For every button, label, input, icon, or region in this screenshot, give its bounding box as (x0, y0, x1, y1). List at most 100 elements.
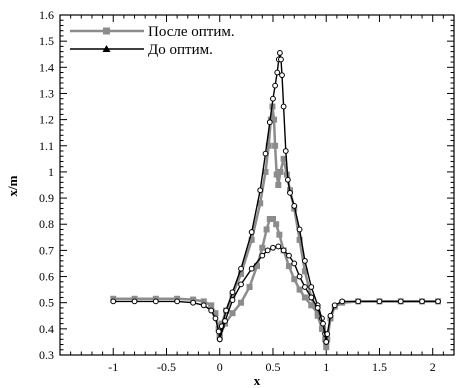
data-point (152, 298, 159, 305)
data-point (229, 310, 236, 317)
data-point (308, 302, 315, 309)
data-point (280, 247, 287, 254)
data-point (302, 257, 308, 264)
data-point (323, 339, 330, 345)
data-point (275, 243, 282, 250)
data-point (208, 302, 215, 309)
data-point (238, 281, 244, 288)
data-point (257, 187, 264, 194)
data-point (419, 298, 425, 305)
data-point (339, 298, 346, 305)
data-point (291, 203, 298, 209)
data-point (276, 50, 283, 56)
y-tick-label: 0.7 (39, 243, 54, 257)
y-tick-label: 1.3 (39, 86, 54, 100)
data-point (229, 289, 236, 296)
data-point (238, 270, 245, 277)
data-point (110, 298, 117, 305)
data-point (320, 325, 327, 332)
data-point (376, 298, 383, 305)
data-point (271, 116, 278, 123)
data-point (222, 318, 228, 324)
x-tick-label: 1.5 (372, 360, 387, 374)
data-point (216, 336, 223, 343)
data-point (314, 305, 321, 311)
data-point (200, 298, 207, 305)
x-tick-label: -0.5 (157, 360, 176, 374)
y-tick-label: 0.4 (39, 322, 54, 336)
data-point (275, 182, 282, 188)
data-point (262, 150, 269, 157)
y-tick-label: 1.1 (39, 139, 54, 153)
data-point (296, 226, 303, 233)
data-point (266, 216, 273, 222)
data-point (274, 69, 281, 76)
data-point (265, 142, 272, 149)
data-point (280, 103, 287, 110)
x-tick-labels: -1 -0.5 0 0.5 1 1.5 2 (108, 360, 435, 374)
data-point (263, 226, 270, 233)
data-point (215, 328, 222, 335)
y-axis-label: x/m (5, 175, 20, 196)
data-point (435, 298, 441, 305)
data-point (238, 299, 245, 306)
data-point (291, 276, 298, 283)
data-point (301, 268, 308, 275)
data-point (212, 310, 219, 317)
axis-ticks (59, 14, 455, 356)
data-point (331, 302, 338, 309)
y-tick-label: 0.8 (39, 217, 54, 231)
data-point (314, 310, 321, 317)
data-point (238, 265, 244, 272)
data-point (284, 176, 291, 183)
data-point (308, 294, 315, 301)
data-point (262, 168, 269, 175)
x-tick-label: 2 (430, 360, 436, 374)
series-layer (110, 50, 442, 351)
data-point (200, 302, 207, 309)
y-tick-label: 1.4 (39, 60, 54, 74)
data-point (273, 171, 280, 178)
data-point (254, 263, 260, 270)
data-point (266, 119, 273, 126)
legend-label-after: После оптим. (148, 24, 235, 40)
data-point (269, 216, 276, 222)
data-point (302, 284, 308, 290)
data-point (257, 200, 264, 207)
data-point (273, 221, 280, 228)
data-point (301, 294, 308, 301)
data-point (259, 252, 266, 259)
data-point (327, 312, 334, 319)
series-before (110, 50, 441, 345)
data-point (296, 286, 303, 293)
data-point (229, 297, 236, 303)
series-line-upper (113, 52, 438, 343)
data-point (131, 298, 138, 305)
data-point (280, 155, 287, 162)
data-point (270, 244, 276, 251)
data-point (279, 72, 285, 79)
data-point (248, 236, 255, 243)
y-tick-label: 1.2 (39, 113, 54, 127)
legend: После оптим. До оптим. (70, 24, 235, 58)
x-tick-label: -1 (108, 360, 118, 374)
data-point (320, 320, 326, 327)
data-point (291, 260, 298, 267)
legend-entry-after: После оптим. (70, 24, 235, 40)
data-point (276, 231, 283, 238)
data-point (212, 315, 219, 322)
x-tick-label: 1 (323, 360, 329, 374)
data-point (282, 148, 289, 154)
y-tick-label: 0.6 (39, 270, 54, 284)
data-point (248, 229, 255, 235)
data-point (190, 299, 197, 306)
data-point (174, 298, 181, 305)
data-point (190, 296, 197, 303)
data-point (287, 189, 293, 196)
y-tick-label: 0.3 (39, 348, 54, 362)
data-point (277, 168, 284, 175)
data-point (272, 142, 279, 149)
y-tick-labels: 0.3 0.4 0.5 0.6 0.7 0.8 0.9 1 1.1 1.2 1.3 1.4 1.5 1.6 (39, 8, 54, 362)
series-after (110, 103, 442, 351)
